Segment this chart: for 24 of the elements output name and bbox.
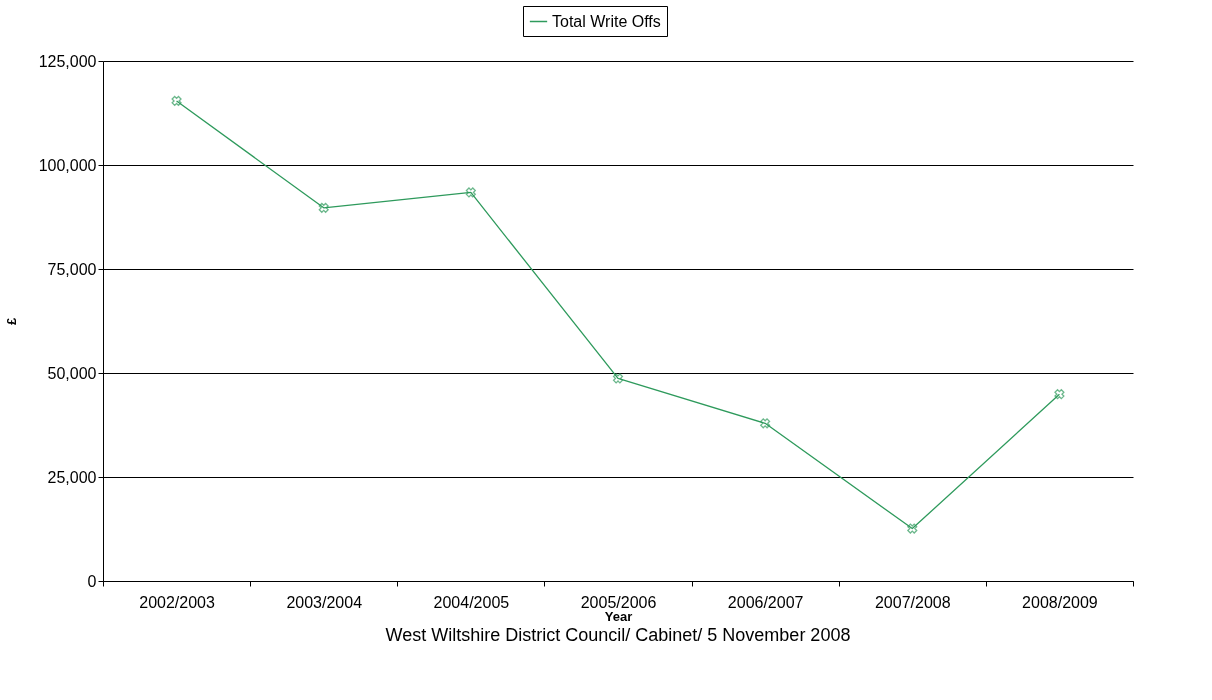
- point: [1054, 389, 1065, 400]
- x-tick-label: 2005/2006: [580, 593, 657, 611]
- point: [465, 187, 476, 198]
- legend-label: Total Write Offs: [552, 12, 661, 30]
- y-tick-label: 0: [87, 572, 97, 590]
- point: [318, 202, 329, 213]
- x-tick-label: 2002/2003: [139, 593, 215, 611]
- point: [760, 418, 771, 429]
- y-tick-label: 125,000: [38, 52, 97, 70]
- point: [171, 95, 182, 107]
- x-tick-label: 2004/2005: [433, 593, 510, 611]
- x-axis-title: Year: [604, 608, 633, 624]
- y-tick-label: 100,000: [38, 156, 97, 174]
- x-tick-label: 2007/2008: [874, 593, 951, 611]
- y-tick-label: 50,000: [47, 364, 97, 382]
- x-tick-label: 2003/2004: [286, 593, 363, 611]
- point: [907, 523, 918, 534]
- x-tick-label: 2006/2007: [727, 593, 804, 611]
- y-axis-title: £: [3, 317, 19, 326]
- point: [612, 373, 624, 384]
- y-tick-label: 75,000: [47, 260, 97, 278]
- y-tick-label: 25,000: [47, 468, 97, 486]
- text: West Wiltshire District Council/ Cabinet/ 5 November 2008: [385, 625, 851, 645]
- x-tick-label: 2008/2009: [1022, 593, 1098, 611]
